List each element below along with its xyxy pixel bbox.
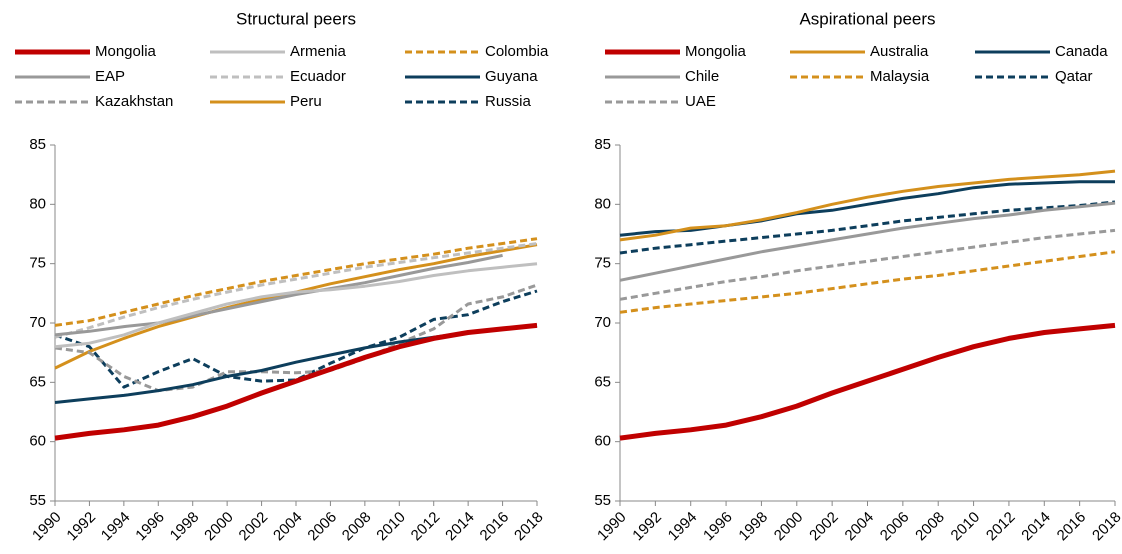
- y-tick-label: 70: [594, 314, 611, 331]
- x-tick-label: 2000: [201, 509, 237, 545]
- y-tick-label: 85: [29, 136, 46, 153]
- y-tick-label: 65: [29, 373, 46, 390]
- series-line: [619, 250, 1116, 314]
- y-tick-label: 80: [594, 195, 611, 212]
- x-tick-label: 1994: [665, 509, 701, 545]
- x-tick-label: 2014: [442, 509, 478, 545]
- legend-label: Ecuador: [290, 68, 346, 85]
- x-tick-label: 1992: [63, 509, 99, 545]
- y-tick-label: 55: [594, 492, 611, 509]
- y-tick-label: 75: [29, 255, 46, 272]
- x-tick-label: 2006: [877, 509, 913, 545]
- legend-label: EAP: [95, 68, 125, 85]
- series-line: [54, 283, 538, 393]
- x-tick-label: 2004: [842, 509, 878, 545]
- series-line: [54, 237, 538, 327]
- x-tick-label: 2004: [270, 509, 306, 545]
- chart-title: Aspirational peers: [799, 9, 935, 28]
- x-tick-label: 2016: [1054, 509, 1090, 545]
- legend-label: Canada: [1055, 43, 1108, 60]
- x-tick-label: 2010: [373, 509, 409, 545]
- y-tick-label: 85: [594, 136, 611, 153]
- chart-title: Structural peers: [236, 9, 356, 28]
- series-line: [54, 253, 503, 337]
- x-tick-label: 2014: [1018, 509, 1054, 545]
- y-tick-label: 55: [29, 492, 46, 509]
- series-line: [54, 322, 538, 441]
- legend-label: Chile: [685, 68, 719, 85]
- legend-label: UAE: [685, 93, 716, 110]
- y-tick-label: 65: [594, 373, 611, 390]
- x-tick-label: 2002: [806, 509, 842, 545]
- legend-label: Qatar: [1055, 68, 1093, 85]
- x-tick-label: 1998: [167, 509, 203, 545]
- x-tick-label: 2018: [1089, 509, 1122, 545]
- y-tick-label: 70: [29, 314, 46, 331]
- series-line: [54, 242, 538, 339]
- y-tick-label: 60: [29, 433, 46, 450]
- x-tick-label: 2000: [771, 509, 807, 545]
- series-line: [619, 201, 1116, 282]
- x-tick-label: 1990: [29, 509, 65, 545]
- legend-label: Russia: [485, 93, 532, 110]
- x-tick-label: 1990: [594, 509, 630, 545]
- y-tick-label: 60: [594, 433, 611, 450]
- y-tick-label: 80: [29, 195, 46, 212]
- x-tick-label: 1998: [735, 509, 771, 545]
- series-line: [619, 228, 1116, 301]
- series-line: [619, 200, 1116, 255]
- x-tick-label: 1996: [700, 509, 736, 545]
- x-tick-label: 1992: [629, 509, 665, 545]
- x-tick-label: 2016: [477, 509, 513, 545]
- legend-label: Colombia: [485, 43, 549, 60]
- series-line: [54, 262, 538, 349]
- series-line: [619, 180, 1115, 237]
- x-tick-label: 2006: [304, 509, 340, 545]
- x-tick-label: 2008: [339, 509, 375, 545]
- legend-label: Armenia: [290, 43, 347, 60]
- series-line: [619, 169, 1116, 242]
- x-tick-label: 2012: [408, 509, 444, 545]
- legend-label: Malaysia: [870, 68, 930, 85]
- x-tick-label: 2012: [983, 509, 1019, 545]
- legend-label: Peru: [290, 93, 322, 110]
- x-tick-label: 2002: [236, 509, 272, 545]
- x-tick-label: 2008: [912, 509, 948, 545]
- x-tick-label: 2010: [948, 509, 984, 545]
- legend-label: Guyana: [485, 68, 538, 85]
- legend-label: Mongolia: [685, 43, 747, 60]
- x-tick-label: 1996: [132, 509, 168, 545]
- legend-label: Kazakhstan: [95, 93, 173, 110]
- legend-label: Australia: [870, 43, 929, 60]
- y-tick-label: 75: [594, 255, 611, 272]
- legend-label: Mongolia: [95, 43, 157, 60]
- x-tick-label: 2018: [511, 509, 547, 545]
- series-line: [619, 322, 1116, 441]
- x-tick-label: 1994: [98, 509, 134, 545]
